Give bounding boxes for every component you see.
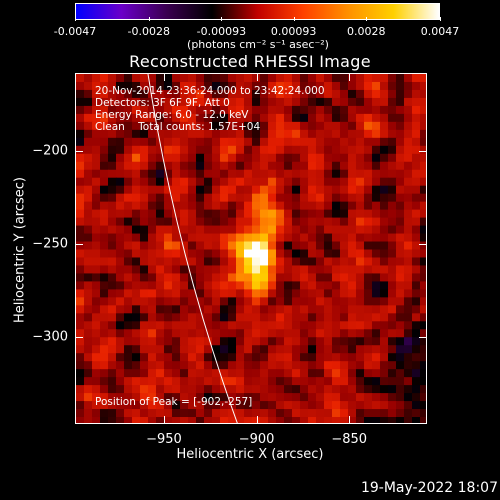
colorbar-tick-mark	[440, 17, 441, 21]
footer-timestamp: 19-May-2022 18:07	[360, 480, 498, 496]
colorbar-tick-label: -0.00093	[196, 25, 247, 38]
solar-limb-line	[147, 74, 238, 423]
info-method-counts: Clean Total counts: 1.57E+04	[95, 121, 261, 133]
x-tick-mark	[349, 416, 351, 424]
colorbar-tick-label: 0.0047	[420, 25, 460, 38]
x-tick-label: −900	[238, 432, 275, 447]
x-tick-mark	[163, 416, 165, 424]
x-tick-mark	[349, 73, 351, 81]
rhessi-image	[75, 73, 427, 424]
y-tick-label: −300	[32, 329, 68, 345]
plot-title: Reconstructed RHESSI Image	[129, 52, 371, 71]
colorbar-tick-label: 0.00093	[270, 25, 317, 38]
colorbar-tick-label: -0.0028	[127, 25, 170, 38]
colorbar-tick-label: 0.0028	[346, 25, 386, 38]
y-tick-label: −250	[32, 236, 68, 252]
colorbar-tick-mark	[148, 17, 150, 21]
y-tick-label: −200	[32, 143, 68, 159]
x-tick-label: −950	[146, 432, 182, 447]
x-tick-mark	[256, 416, 258, 424]
colorbar-units-label: (photons cm⁻² s⁻¹ asec⁻²)	[187, 38, 329, 51]
colorbar-tick-label: -0.0047	[53, 25, 97, 38]
x-tick-label: −850	[331, 432, 368, 447]
x-tick-mark	[256, 73, 258, 81]
y-tick-mark	[75, 243, 83, 245]
colorbar-tick-mark	[221, 17, 223, 21]
info-peak-position: Position of Peak = [-902,-257]	[95, 396, 253, 408]
info-detectors: Detectors: 3F 6F 9F, Att 0	[95, 97, 230, 109]
y-tick-mark	[75, 151, 83, 152]
colorbar-tick-mark	[75, 17, 76, 21]
info-time-range: 20-Nov-2014 23:36:24.000 to 23:42:24.000	[95, 85, 325, 97]
x-tick-mark	[163, 73, 165, 81]
colorbar	[75, 3, 440, 20]
y-tick-mark	[419, 336, 427, 338]
y-tick-mark	[75, 336, 83, 338]
y-tick-mark	[419, 151, 427, 152]
y-axis-label: Heliocentric Y (arcsec)	[12, 177, 28, 323]
colorbar-tick-mark	[293, 17, 295, 21]
colorbar-tick-mark	[366, 17, 368, 21]
x-axis-label: Heliocentric X (arcsec)	[176, 447, 324, 462]
rhessi-image-canvas	[76, 74, 426, 423]
info-energy-range: Energy Range: 6.0 - 12.0 keV	[95, 109, 249, 121]
y-tick-mark	[419, 243, 427, 245]
